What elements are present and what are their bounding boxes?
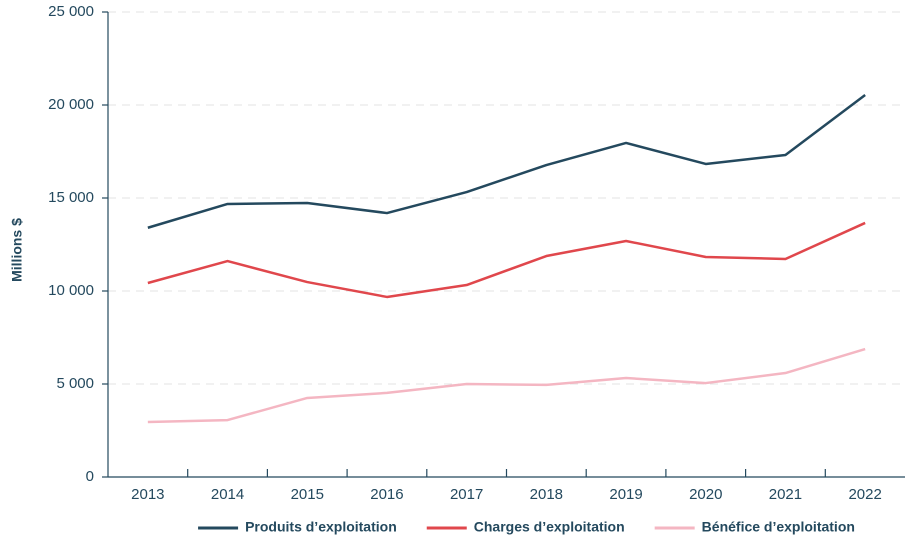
series-line — [147, 93, 866, 229]
series-line — [147, 221, 866, 299]
y-tick-label: 0 — [86, 468, 94, 485]
x-tick-label: 2018 — [530, 486, 563, 503]
x-tick-label: 2017 — [450, 486, 483, 503]
x-tick-label: 2013 — [131, 486, 164, 503]
y-tick-label: 15 000 — [48, 189, 94, 206]
y-tick-label: 5 000 — [56, 375, 94, 392]
legend-label: Produits d’exploitation — [245, 519, 397, 535]
x-tick-label: 2020 — [689, 486, 722, 503]
x-tick-label: 2015 — [291, 486, 324, 503]
x-tick-label: 2016 — [370, 486, 403, 503]
y-tick-label: 25 000 — [48, 3, 94, 20]
y-tick-label: 20 000 — [48, 96, 94, 113]
y-axis-label: Millions $ — [9, 218, 25, 282]
x-tick-label: 2021 — [769, 486, 802, 503]
legend-label: Bénéfice d’exploitation — [702, 519, 855, 535]
x-tick-label: 2022 — [848, 486, 881, 503]
x-tick-label: 2019 — [609, 486, 642, 503]
series-line — [147, 347, 866, 424]
legend-label: Charges d’exploitation — [474, 519, 625, 535]
x-tick-label: 2014 — [211, 486, 244, 503]
y-tick-label: 10 000 — [48, 282, 94, 299]
